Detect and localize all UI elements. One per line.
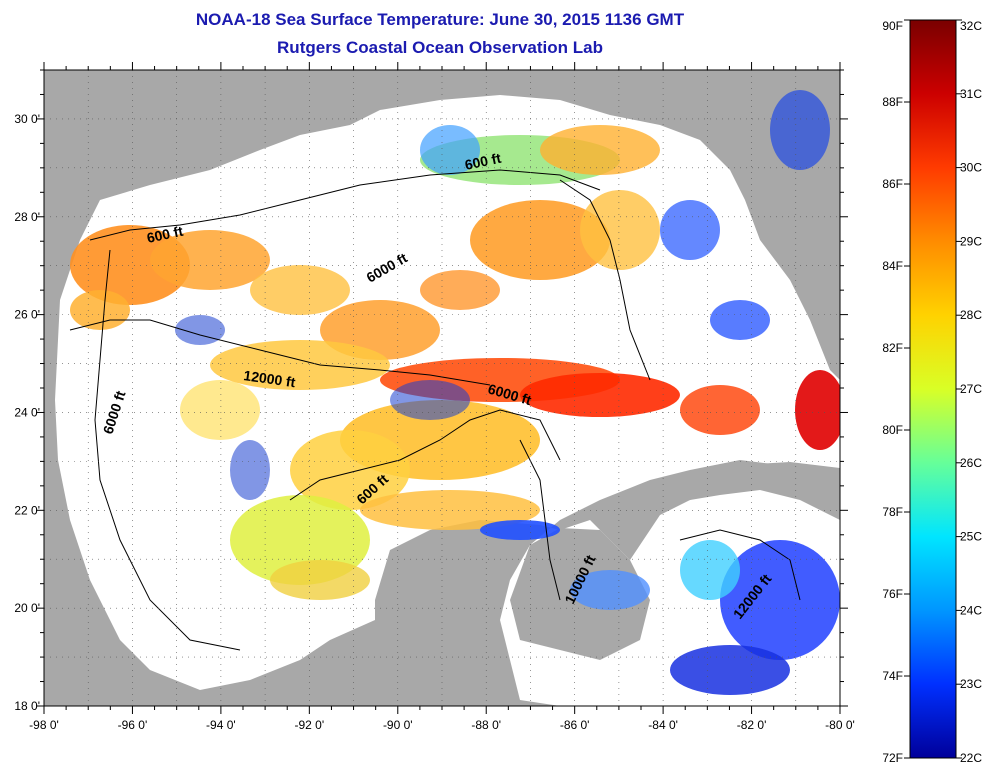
y-axis: 30 0' 28 0' 26 0' 24 0' 22 0' 20 0' 18 0' — [14, 69, 848, 713]
colorbar-fahrenheit-labels: 90F 88F 86F 84F 82F 80F 78F 76F 74F 72F — [882, 19, 910, 765]
colorbar-f-label: 74F — [882, 669, 903, 683]
x-tick-label: -90 0' — [383, 718, 413, 732]
y-tick-label: 22 0' — [14, 503, 40, 517]
colorbar-c-label: 31C — [960, 87, 982, 101]
colorbar-f-label: 82F — [882, 341, 903, 355]
x-tick-label: -88 0' — [471, 718, 501, 732]
colorbar-c-label: 27C — [960, 382, 982, 396]
y-tick-label: 24 0' — [14, 405, 40, 419]
colorbar-c-label: 25C — [960, 530, 982, 544]
bathymetry-contours — [69, 169, 801, 651]
colorbar-c-label: 30C — [960, 161, 982, 175]
grid-lines — [44, 70, 840, 706]
map-subtitle: Rutgers Coastal Ocean Observation Lab — [277, 38, 603, 57]
colorbar-f-label: 90F — [882, 19, 903, 33]
colorbar-celsius-labels: 32C 31C 30C 29C 28C 27C 26C 25C 24C 23C 22C — [956, 19, 982, 765]
colorbar-f-label: 80F — [882, 423, 903, 437]
sst-data-layer — [70, 90, 840, 695]
colorbar-c-label: 29C — [960, 234, 982, 248]
x-tick-label: -84 0' — [648, 718, 678, 732]
y-tick-label: 30 0' — [14, 112, 40, 126]
colorbar-f-label: 76F — [882, 587, 903, 601]
colorbar-c-label: 28C — [960, 308, 982, 322]
colorbar-f-label: 78F — [882, 505, 903, 519]
x-tick-label: -86 0' — [560, 718, 590, 732]
x-tick-label: -94 0' — [206, 718, 236, 732]
x-axis: -98 0' -96 0' -94 0' -92 0' -90 0' -88 0' -86 … — [29, 62, 855, 732]
contour-label: 600 ft — [145, 223, 184, 246]
x-tick-label: -80 0' — [825, 718, 855, 732]
colorbar-f-label: 88F — [882, 95, 903, 109]
y-tick-label: 18 0' — [14, 699, 40, 713]
colorbar-f-label: 86F — [882, 177, 903, 191]
x-tick-label: -92 0' — [295, 718, 325, 732]
colorbar-c-label: 32C — [960, 19, 982, 33]
x-tick-label: -82 0' — [737, 718, 767, 732]
y-tick-label: 26 0' — [14, 308, 40, 322]
cuba-island — [660, 462, 840, 505]
contour-label: 12000 ft — [243, 367, 297, 390]
colorbar-f-label: 84F — [882, 259, 903, 273]
colorbar — [909, 19, 957, 759]
y-tick-label: 28 0' — [14, 210, 40, 224]
x-tick-label: -96 0' — [118, 718, 148, 732]
colorbar-c-label: 26C — [960, 456, 982, 470]
colorbar-c-label: 24C — [960, 603, 982, 617]
colorbar-c-label: 23C — [960, 677, 982, 691]
colorbar-f-label: 72F — [882, 751, 903, 765]
contour-label: 600 ft — [463, 150, 502, 173]
colorbar-c-label: 22C — [960, 751, 982, 765]
x-tick-label: -98 0' — [29, 718, 59, 732]
y-tick-label: 20 0' — [14, 601, 40, 615]
map-title: NOAA-18 Sea Surface Temperature: June 30… — [195, 10, 685, 29]
